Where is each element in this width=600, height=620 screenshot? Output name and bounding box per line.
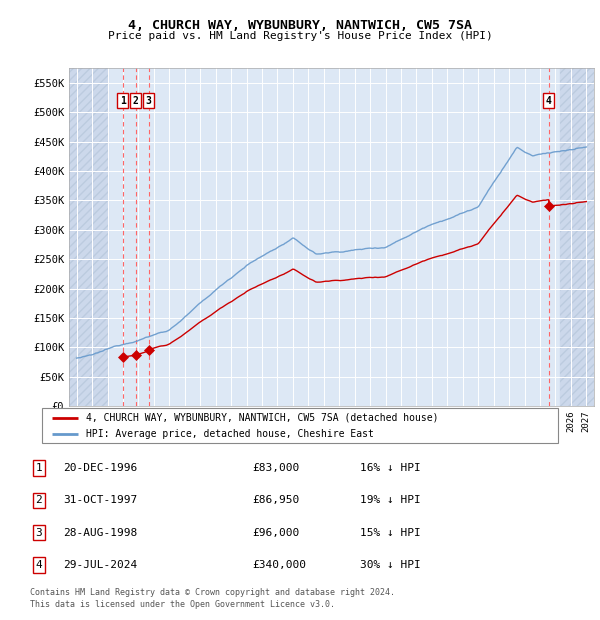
Text: 1: 1 — [35, 463, 43, 473]
Text: 3: 3 — [146, 95, 151, 105]
Text: £83,000: £83,000 — [252, 463, 299, 473]
Text: 4: 4 — [546, 95, 551, 105]
Text: 15% ↓ HPI: 15% ↓ HPI — [360, 528, 421, 538]
Text: 29-JUL-2024: 29-JUL-2024 — [63, 560, 137, 570]
Text: 3: 3 — [35, 528, 43, 538]
Text: 4, CHURCH WAY, WYBUNBURY, NANTWICH, CW5 7SA (detached house): 4, CHURCH WAY, WYBUNBURY, NANTWICH, CW5 … — [86, 412, 439, 422]
Text: 2: 2 — [133, 95, 139, 105]
Text: 20-DEC-1996: 20-DEC-1996 — [63, 463, 137, 473]
Text: 4: 4 — [35, 560, 43, 570]
FancyBboxPatch shape — [42, 408, 558, 443]
Text: 4, CHURCH WAY, WYBUNBURY, NANTWICH, CW5 7SA: 4, CHURCH WAY, WYBUNBURY, NANTWICH, CW5 … — [128, 19, 472, 32]
Bar — [69, 68, 107, 406]
Text: £340,000: £340,000 — [252, 560, 306, 570]
Text: 30% ↓ HPI: 30% ↓ HPI — [360, 560, 421, 570]
Text: £96,000: £96,000 — [252, 528, 299, 538]
Text: 16% ↓ HPI: 16% ↓ HPI — [360, 463, 421, 473]
Text: Contains HM Land Registry data © Crown copyright and database right 2024.: Contains HM Land Registry data © Crown c… — [30, 588, 395, 597]
Text: 1: 1 — [119, 95, 125, 105]
Text: Price paid vs. HM Land Registry's House Price Index (HPI): Price paid vs. HM Land Registry's House … — [107, 31, 493, 41]
Text: 2: 2 — [35, 495, 43, 505]
Text: 31-OCT-1997: 31-OCT-1997 — [63, 495, 137, 505]
Bar — [560, 68, 594, 406]
Text: 19% ↓ HPI: 19% ↓ HPI — [360, 495, 421, 505]
Text: 28-AUG-1998: 28-AUG-1998 — [63, 528, 137, 538]
Text: This data is licensed under the Open Government Licence v3.0.: This data is licensed under the Open Gov… — [30, 600, 335, 609]
Text: £86,950: £86,950 — [252, 495, 299, 505]
Bar — [560, 68, 594, 406]
Text: HPI: Average price, detached house, Cheshire East: HPI: Average price, detached house, Ches… — [86, 429, 374, 439]
Bar — [69, 68, 107, 406]
